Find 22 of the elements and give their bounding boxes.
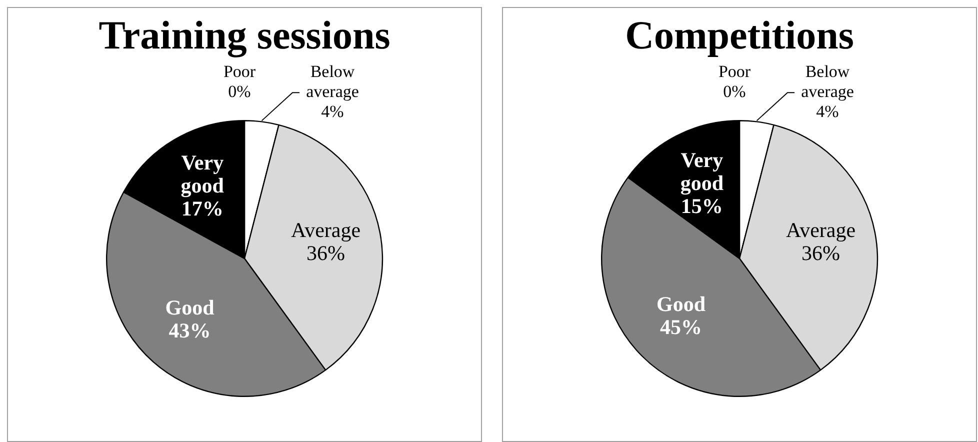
slice-label: Average bbox=[786, 218, 856, 242]
text: 0% bbox=[228, 82, 251, 102]
category-label: Poor bbox=[718, 62, 751, 82]
chart-title: Training sessions bbox=[98, 12, 390, 58]
chart-title: Competitions bbox=[625, 12, 854, 58]
text: 0% bbox=[723, 82, 746, 102]
slice-label: Below average bbox=[306, 62, 359, 102]
data-label: 17% bbox=[181, 196, 224, 221]
slice-label: Very good bbox=[180, 150, 224, 198]
data-label: 45% bbox=[660, 314, 702, 339]
data-label: 43% bbox=[168, 318, 211, 342]
data-label: 36% bbox=[306, 241, 346, 266]
slice-label: Good bbox=[165, 295, 215, 320]
slice-label: Average bbox=[290, 218, 361, 242]
data-label: 4% bbox=[321, 102, 344, 122]
data-label: 15% bbox=[680, 194, 723, 218]
data-label: 4% bbox=[816, 102, 839, 122]
slice-label: Very good bbox=[680, 148, 724, 196]
slice-label: Good bbox=[656, 292, 706, 316]
slice-label: Below average bbox=[801, 62, 854, 102]
category-label: Poor bbox=[223, 62, 256, 82]
data-label: 36% bbox=[802, 241, 840, 266]
